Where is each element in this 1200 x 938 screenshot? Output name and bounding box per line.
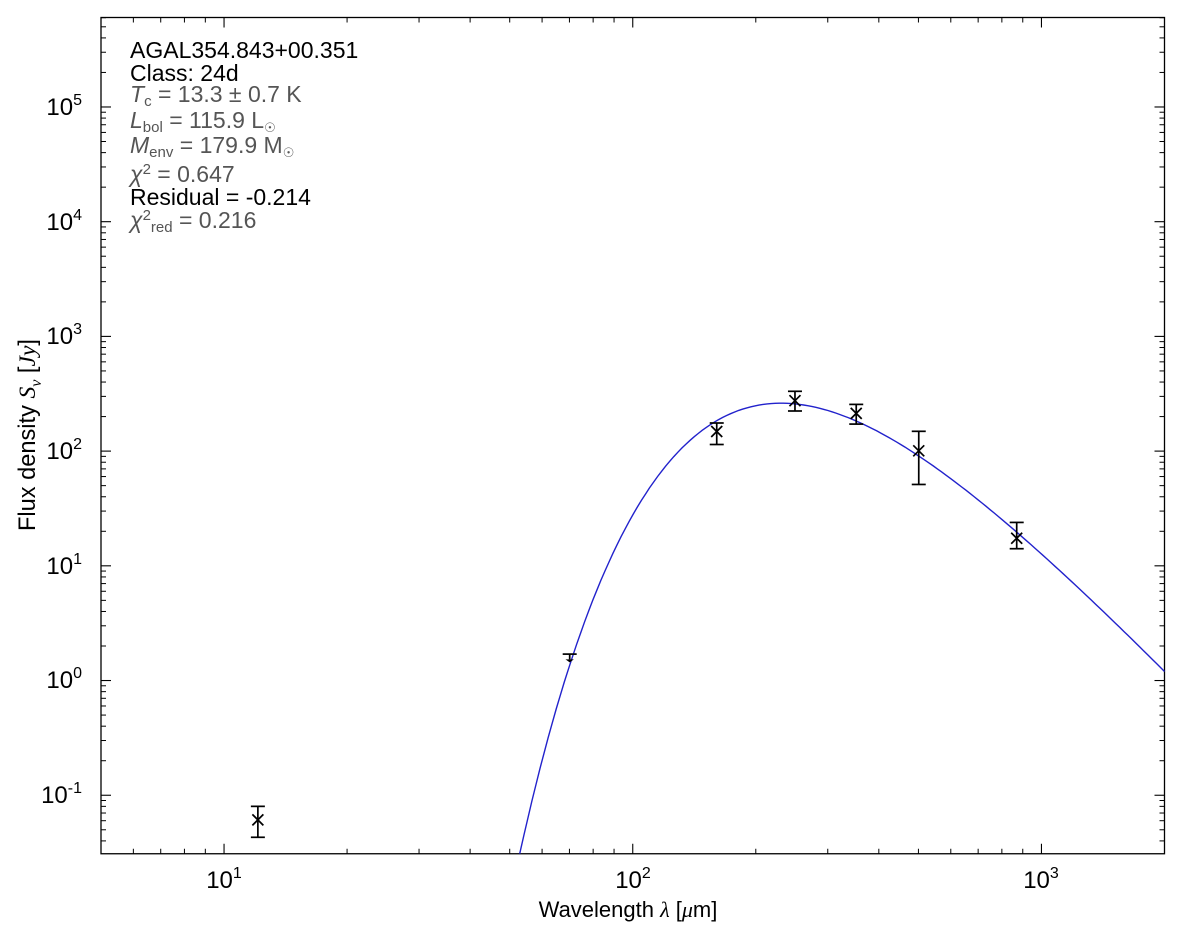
svg-text:103: 103 [1023,865,1059,894]
svg-text:104: 104 [46,207,82,236]
svg-text:Wavelength λ [μm]: Wavelength λ [μm] [539,897,718,922]
svg-text:Menv = 179.9 M☉: Menv = 179.9 M☉ [130,132,294,161]
svg-text:Flux density Sν [Jy]: Flux density Sν [Jy] [15,339,45,531]
svg-text:105: 105 [46,92,82,121]
svg-text:10-1: 10-1 [41,780,82,809]
svg-text:χ2red = 0.216: χ2red = 0.216 [128,207,256,236]
svg-text:102: 102 [46,436,82,465]
svg-text:102: 102 [615,865,651,894]
svg-text:Tc = 13.3 ± 0.7 K: Tc = 13.3 ± 0.7 K [130,81,302,110]
svg-text:100: 100 [46,665,82,694]
svg-text:103: 103 [46,321,82,350]
svg-text:101: 101 [46,551,82,580]
svg-text:101: 101 [206,865,242,894]
